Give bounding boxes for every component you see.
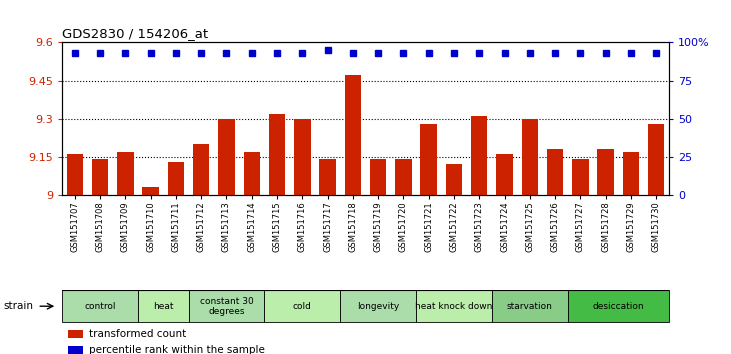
Text: starvation: starvation: [507, 302, 553, 311]
Bar: [568, 290, 669, 322]
Text: desiccation: desiccation: [593, 302, 644, 311]
Bar: [572, 159, 588, 195]
Bar: [496, 154, 512, 195]
Bar: [623, 152, 639, 195]
Bar: [143, 187, 159, 195]
Bar: [370, 159, 387, 195]
Text: cold: cold: [293, 302, 311, 311]
Bar: [319, 159, 336, 195]
Text: transformed count: transformed count: [89, 329, 186, 339]
Bar: [193, 144, 209, 195]
Bar: [189, 290, 265, 322]
Bar: [269, 114, 285, 195]
Text: constant 30
degrees: constant 30 degrees: [200, 297, 254, 316]
Text: heat knock down: heat knock down: [415, 302, 493, 311]
Text: percentile rank within the sample: percentile rank within the sample: [89, 345, 265, 354]
Text: longevity: longevity: [357, 302, 399, 311]
Text: heat: heat: [153, 302, 173, 311]
Bar: [117, 152, 134, 195]
Bar: [167, 162, 184, 195]
Bar: [138, 290, 189, 322]
Bar: [446, 164, 462, 195]
Bar: [492, 290, 568, 322]
Bar: [340, 290, 416, 322]
Bar: [547, 149, 564, 195]
Bar: [344, 75, 361, 195]
Bar: [265, 290, 340, 322]
Bar: [395, 159, 412, 195]
Bar: [420, 124, 437, 195]
Bar: [67, 154, 83, 195]
Bar: [597, 149, 614, 195]
Bar: [471, 116, 488, 195]
Bar: [219, 119, 235, 195]
Bar: [68, 330, 83, 338]
Bar: [62, 290, 138, 322]
Bar: [243, 152, 260, 195]
Bar: [92, 159, 108, 195]
Text: strain: strain: [3, 301, 33, 311]
Bar: [68, 346, 83, 354]
Bar: [648, 124, 664, 195]
Bar: [416, 290, 492, 322]
Bar: [522, 119, 538, 195]
Bar: [294, 119, 311, 195]
Text: GDS2830 / 154206_at: GDS2830 / 154206_at: [62, 27, 208, 40]
Text: control: control: [84, 302, 115, 311]
